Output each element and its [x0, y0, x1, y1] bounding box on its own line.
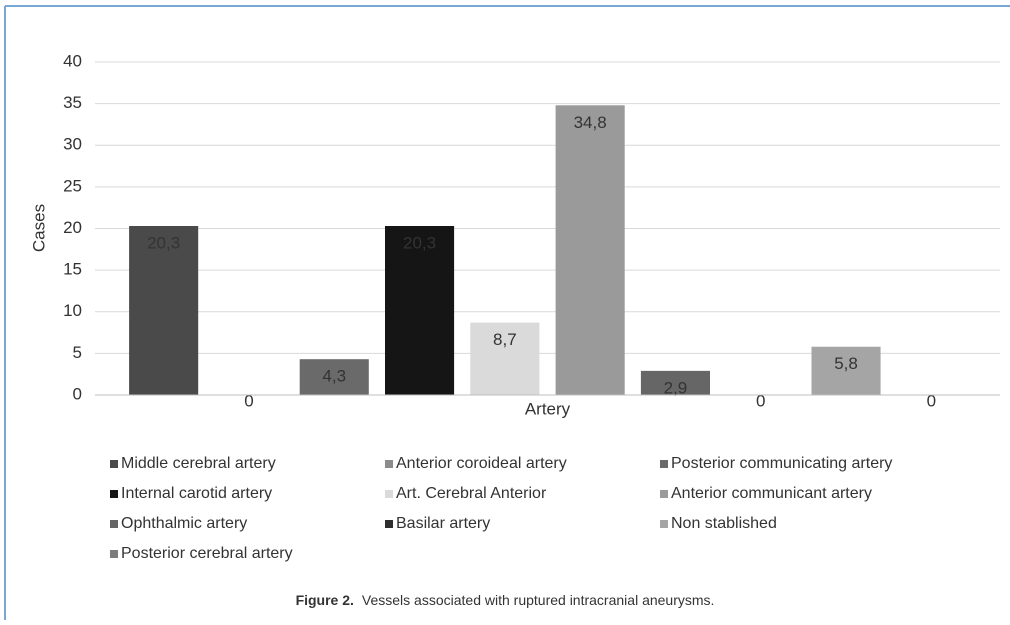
y-tick-label: 35 [63, 93, 82, 112]
caption-label: Figure 2. [296, 592, 354, 608]
legend-label: Posterior communicating artery [671, 455, 892, 472]
data-label: 8,7 [493, 330, 517, 349]
legend-swatch [385, 460, 393, 468]
data-label: 20,3 [403, 233, 436, 252]
legend-swatch [385, 520, 393, 528]
y-axis-title: Cases [29, 204, 48, 252]
data-label: 0 [756, 391, 765, 410]
legend-swatch [660, 520, 668, 528]
legend-label: Posterior cerebral artery [121, 545, 293, 562]
legend-label: Middle cerebral artery [121, 455, 276, 472]
data-label: 4,3 [322, 367, 346, 386]
y-tick-label: 15 [63, 260, 82, 279]
bar [129, 226, 199, 395]
x-tick-label: Artery [525, 399, 571, 418]
data-label: 20,3 [147, 233, 180, 252]
bar [555, 105, 625, 395]
bar [470, 322, 540, 395]
legend-label: Non stablished [671, 515, 777, 532]
data-label: 0 [244, 391, 253, 410]
bar [811, 346, 881, 395]
data-label: 34,8 [574, 113, 607, 132]
legend-label: Internal carotid artery [121, 485, 272, 502]
y-tick-label: 10 [63, 301, 82, 320]
y-tick-label: 0 [73, 384, 82, 403]
data-label: 2,9 [664, 378, 688, 397]
bar [640, 370, 710, 395]
legend-swatch [385, 490, 393, 498]
caption: Figure 2. Vessels associated with rupture… [296, 592, 715, 608]
y-tick-label: 5 [73, 343, 82, 362]
legend-swatch [660, 460, 668, 468]
legend-swatch [110, 460, 118, 468]
data-label: 5,8 [834, 354, 858, 373]
legend-label: Ophthalmic artery [121, 515, 247, 532]
legend-swatch [110, 490, 118, 498]
bar [385, 226, 455, 395]
legend-swatch [110, 520, 118, 528]
legend-label: Anterior communicant artery [671, 485, 872, 502]
legend-swatch [660, 490, 668, 498]
legend-label: Art. Cerebral Anterior [396, 485, 547, 502]
y-tick-label: 20 [63, 218, 82, 237]
y-tick-label: 30 [63, 135, 82, 154]
legend-label: Basilar artery [396, 515, 490, 532]
legend-swatch [110, 550, 118, 558]
data-label: 0 [927, 391, 936, 410]
bar [299, 359, 369, 395]
y-tick-label: 40 [63, 51, 82, 70]
caption-text: Vessels associated with ruptured intracr… [362, 592, 715, 608]
y-tick-label: 25 [63, 176, 82, 195]
legend-label: Anterior coroideal artery [396, 455, 567, 472]
